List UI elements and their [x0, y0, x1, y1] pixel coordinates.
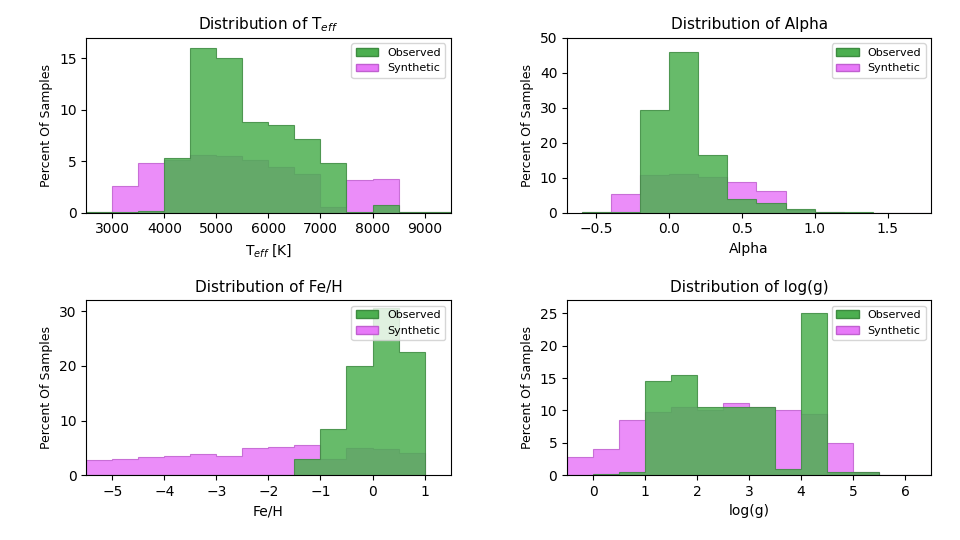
- Title: Distribution of log(g): Distribution of log(g): [670, 280, 828, 295]
- Legend: Observed, Synthetic: Observed, Synthetic: [832, 306, 925, 340]
- Y-axis label: Percent Of Samples: Percent Of Samples: [40, 326, 54, 449]
- Y-axis label: Percent Of Samples: Percent Of Samples: [40, 64, 54, 187]
- Legend: Observed, Synthetic: Observed, Synthetic: [351, 43, 445, 78]
- Legend: Observed, Synthetic: Observed, Synthetic: [351, 306, 445, 340]
- X-axis label: T$_{eff}$ [K]: T$_{eff}$ [K]: [245, 242, 292, 259]
- Title: Distribution of Fe/H: Distribution of Fe/H: [195, 280, 343, 295]
- X-axis label: Alpha: Alpha: [730, 242, 769, 256]
- Y-axis label: Percent Of Samples: Percent Of Samples: [521, 326, 534, 449]
- Title: Distribution of Alpha: Distribution of Alpha: [671, 17, 828, 32]
- Y-axis label: Percent Of Samples: Percent Of Samples: [521, 64, 534, 187]
- Legend: Observed, Synthetic: Observed, Synthetic: [832, 43, 925, 78]
- Title: Distribution of T$_{eff}$: Distribution of T$_{eff}$: [199, 16, 339, 34]
- X-axis label: Fe/H: Fe/H: [253, 504, 284, 518]
- X-axis label: log(g): log(g): [729, 504, 770, 518]
